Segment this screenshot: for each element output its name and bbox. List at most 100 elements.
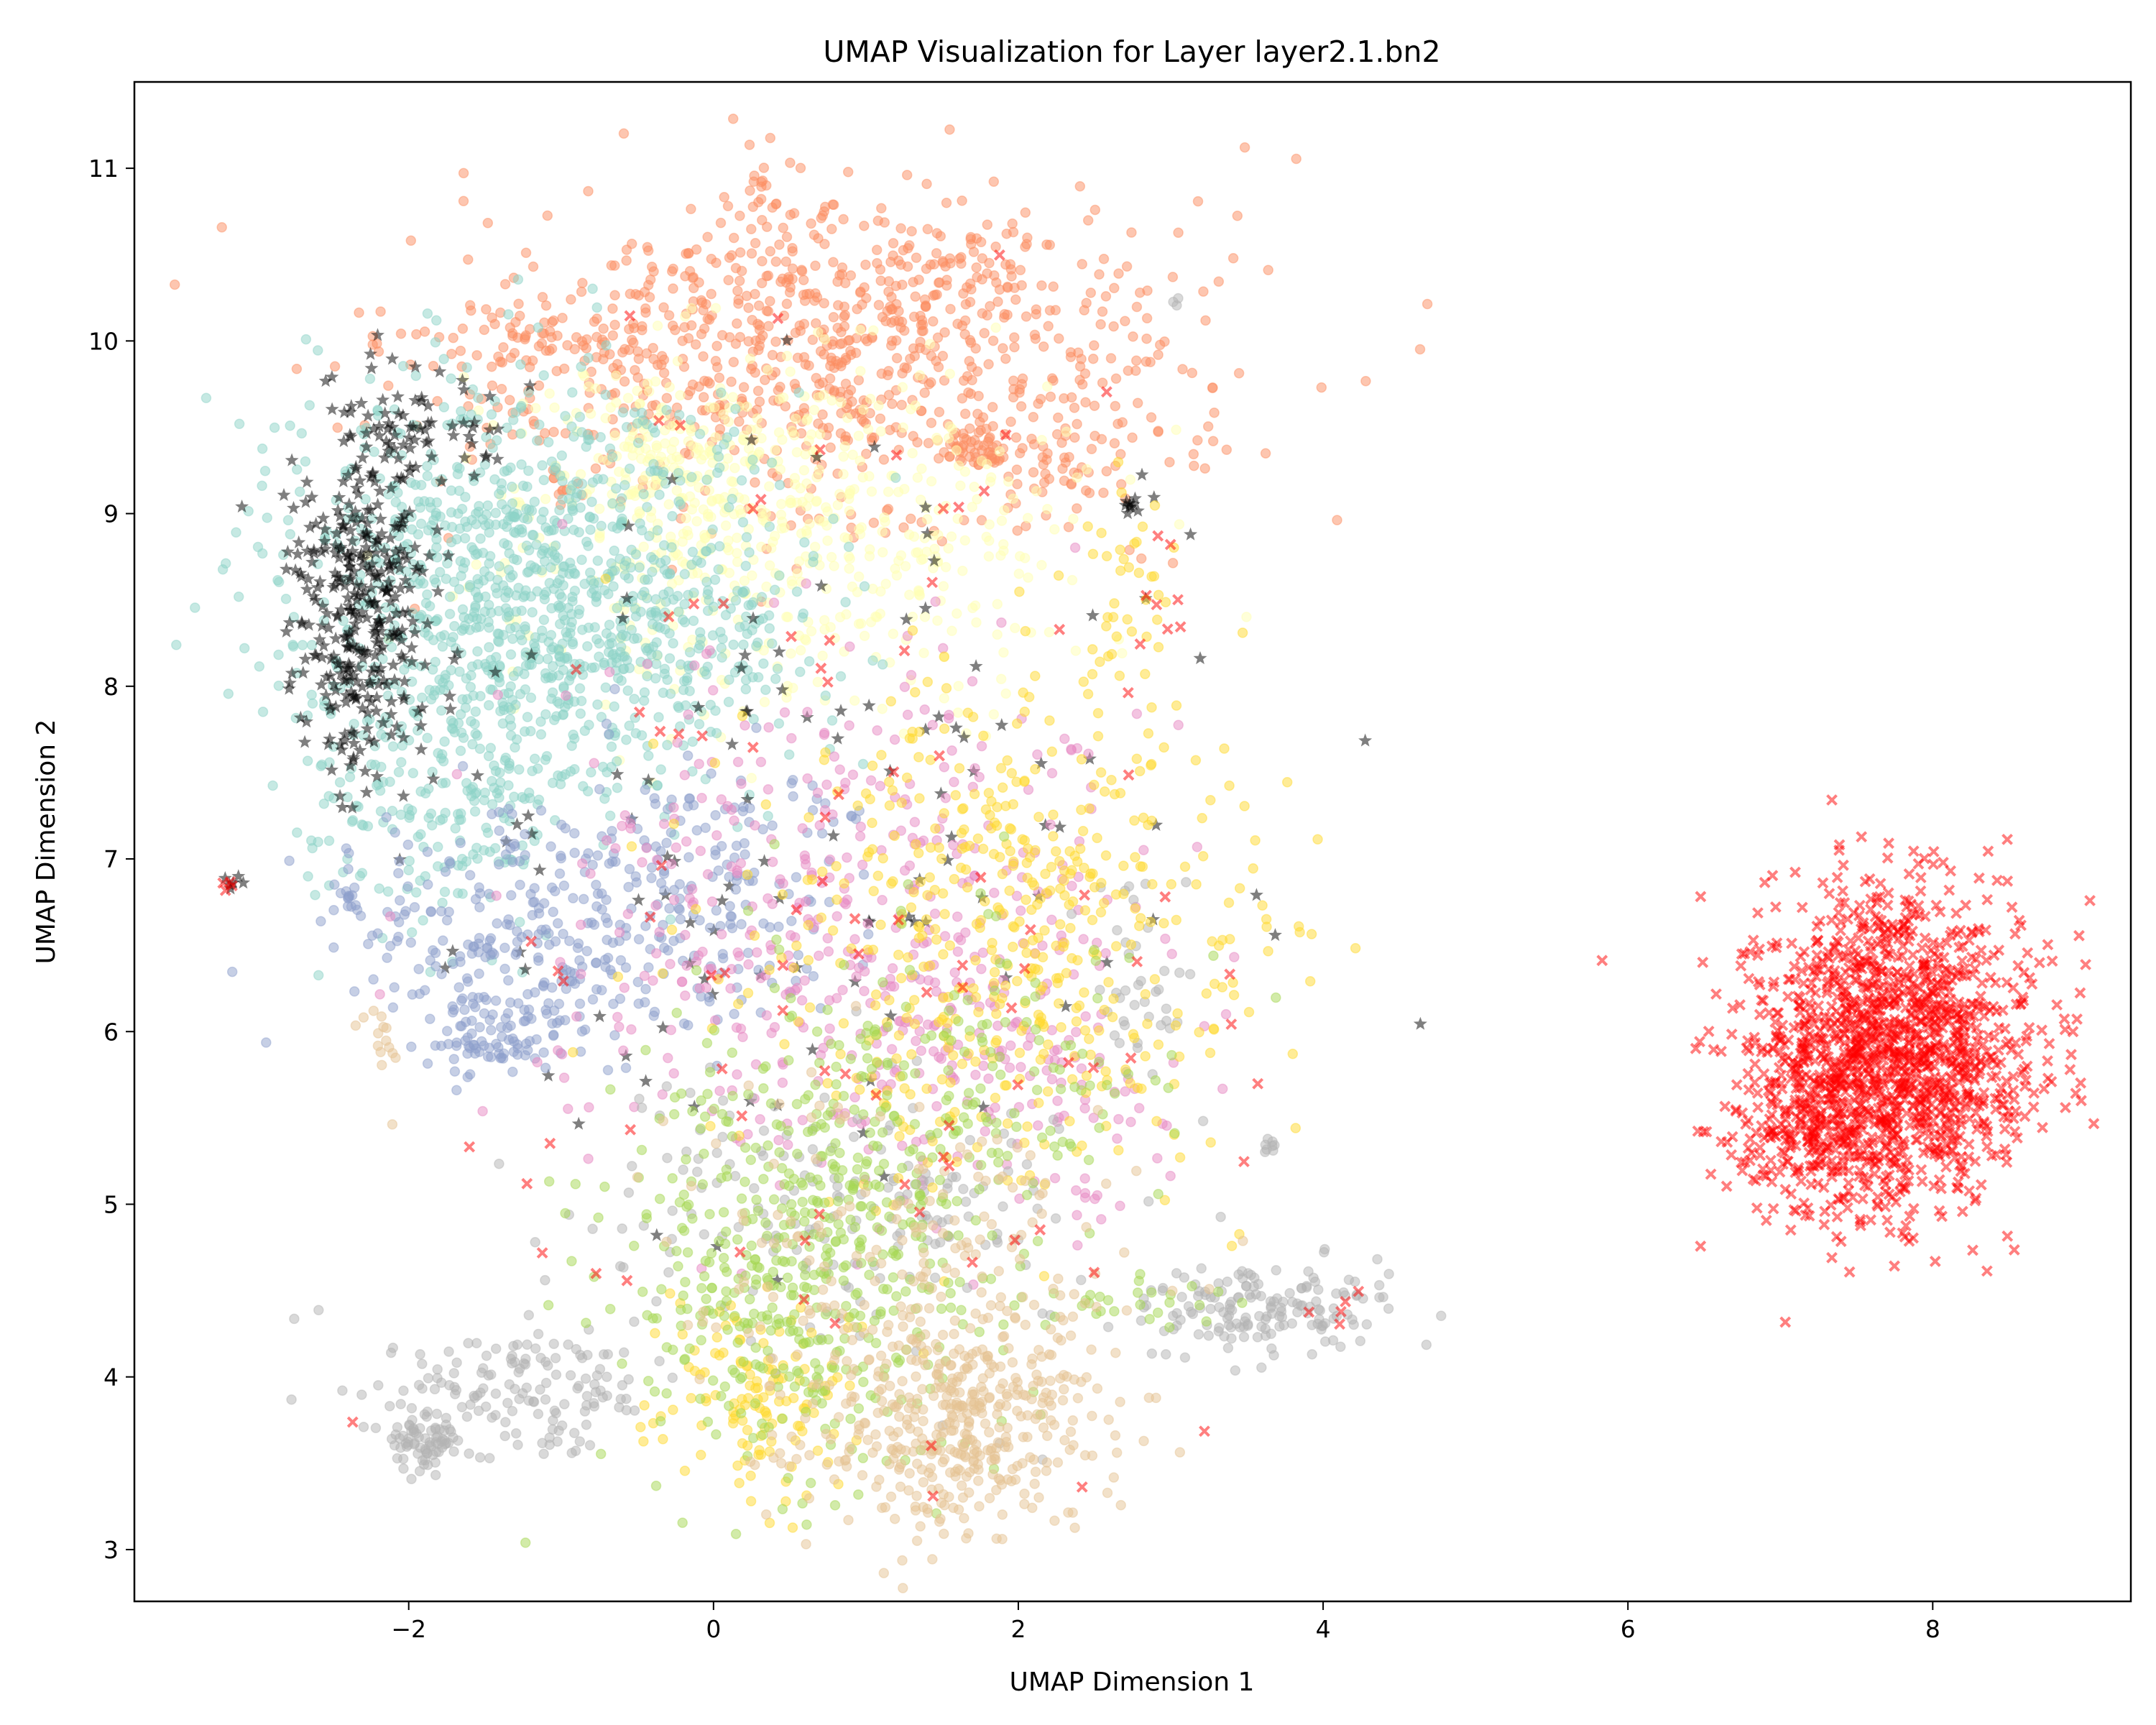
data-point — [723, 545, 734, 556]
data-point — [710, 356, 722, 367]
data-point — [1134, 287, 1146, 298]
data-point — [939, 327, 950, 338]
data-point — [494, 825, 505, 836]
data-point — [864, 551, 875, 562]
data-point — [1192, 196, 1204, 207]
data-point — [594, 638, 605, 649]
data-point — [573, 938, 584, 949]
data-point — [585, 408, 596, 419]
data-point — [761, 305, 773, 316]
data-point — [548, 1338, 559, 1349]
data-point — [403, 865, 414, 875]
data-point — [585, 868, 596, 879]
data-point — [395, 1399, 406, 1409]
data-point — [609, 701, 619, 712]
data-point — [698, 392, 709, 402]
data-point — [683, 709, 694, 720]
data-point — [1108, 321, 1119, 332]
data-point — [591, 302, 602, 313]
data-point — [853, 374, 865, 386]
data-point — [750, 335, 761, 346]
data-point — [787, 263, 798, 274]
data-point — [581, 1420, 592, 1430]
data-point — [273, 680, 285, 691]
data-point — [269, 422, 280, 433]
data-point — [653, 712, 664, 723]
data-point — [723, 696, 734, 707]
data-point — [584, 511, 595, 523]
data-point — [823, 423, 834, 433]
data-point — [670, 324, 681, 336]
data-point — [813, 392, 824, 403]
data-point — [415, 829, 426, 840]
data-point — [525, 726, 536, 737]
data-point — [533, 1409, 544, 1420]
data-point — [658, 367, 670, 379]
data-point — [934, 406, 945, 418]
data-point — [774, 239, 785, 250]
data-point — [910, 400, 921, 411]
data-point — [668, 1068, 679, 1079]
data-point — [1005, 1040, 1016, 1051]
data-point — [964, 296, 976, 308]
data-point — [781, 231, 793, 242]
data-point — [1064, 451, 1074, 463]
data-point — [681, 525, 693, 536]
data-point — [743, 959, 754, 970]
data-point — [520, 247, 532, 258]
data-point — [583, 848, 594, 859]
data-point — [693, 950, 704, 961]
data-point — [423, 783, 434, 794]
data-point — [668, 594, 679, 605]
data-point — [989, 887, 1000, 898]
data-point — [756, 277, 768, 289]
data-point — [1089, 400, 1100, 411]
data-point — [651, 637, 662, 648]
data-point — [556, 1420, 568, 1431]
data-point — [859, 985, 870, 997]
data-point — [1314, 1305, 1326, 1316]
data-point — [523, 1395, 535, 1406]
data-point — [558, 610, 568, 621]
data-point — [694, 482, 704, 493]
data-point — [931, 248, 942, 259]
data-point — [998, 539, 1009, 550]
data-point — [451, 768, 463, 780]
data-point — [454, 951, 466, 962]
data-point — [811, 318, 821, 329]
data-point — [742, 401, 752, 413]
data-point — [576, 489, 587, 500]
data-point — [704, 645, 715, 656]
data-point — [512, 274, 524, 285]
data-point — [1077, 259, 1087, 270]
data-point — [477, 1105, 488, 1117]
data-point — [600, 913, 612, 924]
data-point — [459, 533, 471, 544]
data-point — [1256, 1362, 1267, 1373]
data-point — [970, 1070, 981, 1080]
data-point — [806, 429, 817, 440]
data-point — [482, 1051, 494, 1062]
data-point — [609, 545, 619, 556]
data-point — [1011, 464, 1023, 475]
data-point — [587, 283, 598, 295]
data-point — [282, 515, 294, 526]
data-point — [642, 245, 654, 257]
data-point — [819, 624, 830, 635]
data-point — [417, 1358, 428, 1369]
data-point — [534, 419, 545, 431]
data-point — [706, 288, 717, 300]
data-point — [985, 476, 996, 487]
data-point — [724, 567, 735, 579]
data-point — [1260, 448, 1271, 459]
data-point — [681, 960, 692, 971]
data-point — [624, 720, 635, 731]
data-point — [853, 571, 865, 582]
data-point — [898, 244, 909, 256]
data-point — [563, 675, 575, 686]
data-point — [1113, 268, 1124, 279]
data-point — [1014, 551, 1026, 562]
data-point — [995, 550, 1006, 561]
data-point — [832, 500, 844, 510]
data-point — [291, 364, 303, 374]
